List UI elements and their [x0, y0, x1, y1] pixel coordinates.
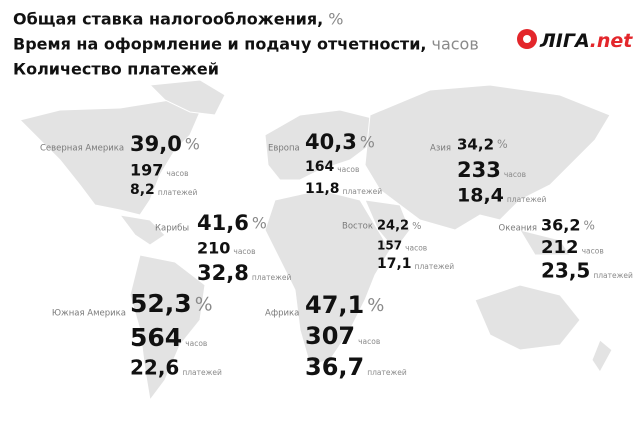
payments-unit: платежей: [252, 273, 292, 282]
tax-rate-unit: %: [583, 219, 594, 233]
header-line: Количество платежей: [13, 60, 219, 79]
hours-unit: часов: [405, 243, 427, 252]
tax-rate: 24,2: [377, 219, 409, 234]
region-name: Европа: [268, 144, 300, 154]
logo-suffix: .net: [590, 30, 634, 52]
tax-rate: 39,0: [130, 132, 182, 156]
hours: 164: [305, 159, 334, 175]
hours-unit: часов: [504, 170, 526, 179]
tax-rate-unit: %: [360, 133, 375, 152]
payments: 23,5: [541, 259, 590, 283]
hours-unit: часов: [337, 165, 359, 174]
region: Карибы 41,6 % 210 часов 32,8 платежей: [155, 211, 291, 285]
region-name: Африка: [265, 309, 299, 319]
region: Африка 47,1 % 307 часов 36,7 платежей: [265, 291, 407, 381]
tax-rate: 40,3: [305, 130, 357, 154]
payments-unit: платежей: [343, 187, 383, 196]
hours: 564: [130, 323, 182, 352]
header: Общая ставка налогообложения, % Время на о…: [13, 10, 479, 79]
hours: 157: [377, 239, 402, 253]
logo: ЛIГА.net: [517, 29, 633, 52]
region: Океания 36,2 % 212 часов 23,5 платежей: [499, 216, 633, 283]
header-unit: часов: [432, 35, 479, 54]
hours: 197: [130, 161, 163, 180]
payments-unit: платежей: [367, 368, 407, 377]
logo-name: ЛIГА.net: [539, 30, 633, 52]
payments: 8,2: [130, 182, 155, 198]
region: Европа 40,3 % 164 часов 11,8 платежей: [268, 130, 382, 197]
tax-rate-unit: %: [367, 295, 384, 316]
payments: 17,1: [377, 256, 412, 272]
tax-rate-unit: %: [195, 295, 213, 316]
logo-name-text: ЛIГА: [539, 30, 590, 52]
region-name: Южная Америка: [52, 309, 126, 319]
region-name: Восток: [342, 222, 373, 232]
tax-rate-unit: %: [252, 214, 267, 233]
region-name: Океания: [499, 224, 537, 234]
region: Северная Америка 39,0 % 197 часов 8,2 платежей: [40, 132, 200, 198]
hours-unit: часов: [233, 247, 255, 256]
tax-rate-unit: %: [412, 221, 421, 232]
region-name: Северная Америка: [40, 144, 124, 154]
hours-unit: часов: [166, 169, 188, 178]
payments-unit: платежей: [593, 271, 633, 280]
header-line: Общая ставка налогообложения,: [13, 10, 323, 29]
payments-unit: платежей: [415, 262, 455, 271]
hours-unit: часов: [358, 337, 380, 346]
header-unit: %: [328, 10, 343, 29]
region: Восток 24,2 % 157 часов 17,1 платежей: [342, 219, 454, 273]
payments: 18,4: [457, 185, 504, 207]
payments: 32,8: [197, 261, 249, 285]
tax-rate-unit: %: [497, 138, 508, 151]
world-map: [19, 79, 613, 402]
payments-unit: платежей: [158, 188, 198, 197]
hours: 210: [197, 239, 230, 258]
region-name: Азия: [430, 144, 451, 154]
region: Южная Америка 52,3 % 564 часов 22,6 платежей: [52, 289, 222, 380]
logo-mark-inner: [523, 35, 531, 43]
payments: 22,6: [130, 356, 179, 380]
hours: 233: [457, 158, 501, 182]
payments-unit: платежей: [182, 368, 222, 377]
payments: 11,8: [305, 181, 340, 197]
hours: 212: [541, 237, 579, 258]
hours-unit: часов: [582, 247, 604, 256]
tax-rate: 52,3: [130, 289, 192, 318]
tax-rate: 47,1: [305, 291, 364, 319]
header-line: Время на оформление и подачу отчетности,: [13, 35, 427, 54]
region-name: Карибы: [155, 224, 189, 234]
hours-unit: часов: [185, 339, 207, 348]
payments: 36,7: [305, 353, 364, 381]
payments-unit: платежей: [507, 195, 547, 204]
tax-rate-unit: %: [185, 135, 200, 154]
tax-rate: 41,6: [197, 211, 249, 235]
tax-rate: 36,2: [541, 216, 580, 235]
hours: 307: [305, 322, 355, 350]
tax-rate: 34,2: [457, 136, 494, 154]
